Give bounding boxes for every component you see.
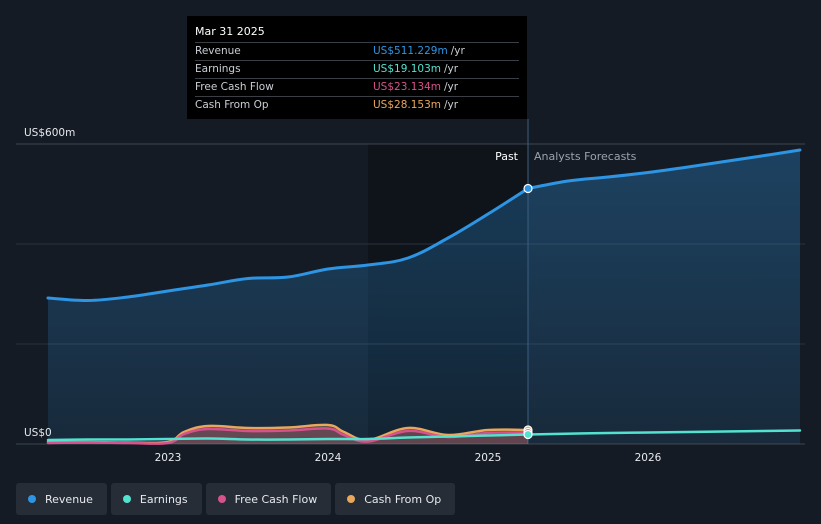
tooltip-date: Mar 31 2025 <box>195 25 265 38</box>
tooltip-value: US$511.229m <box>373 45 448 57</box>
tooltip-unit: /yr <box>444 63 459 75</box>
cash-from-op-area <box>48 424 528 444</box>
tooltip-label: Earnings <box>195 63 241 75</box>
tooltip-value: US$19.103m <box>373 63 441 75</box>
earnings-marker <box>523 429 533 440</box>
tooltip-value: US$28.153m <box>373 99 441 111</box>
forecast-label: Analysts Forecasts <box>534 150 637 163</box>
tooltip-value: US$23.134m <box>373 81 441 93</box>
earnings-forecast-line <box>526 429 802 436</box>
legend-item-earnings[interactable]: Earnings <box>110 483 202 515</box>
legend-dot-icon <box>122 495 131 503</box>
legend-dot-icon <box>217 495 226 503</box>
tooltip-label: Revenue <box>195 45 241 57</box>
tooltip: Mar 31 2025 Revenue US$511.229m /yr Earn… <box>187 16 527 119</box>
tooltip-label: Cash From Op <box>195 99 269 111</box>
legend-label: Earnings <box>139 492 188 506</box>
tooltip-row-cash-from-op: Cash From Op US$28.153m /yr <box>195 96 519 114</box>
free-cash-flow-area <box>48 428 528 444</box>
x-tick-label-2023: 2023 <box>155 452 182 464</box>
legend-item-revenue[interactable]: Revenue <box>16 483 107 515</box>
x-tick-label-2024: 2024 <box>315 452 342 464</box>
tooltip-row-earnings: Earnings US$19.103m /yr <box>195 60 519 78</box>
legend-label: Free Cash Flow <box>234 492 318 506</box>
tooltip-row-revenue: Revenue US$511.229m /yr <box>195 42 519 60</box>
revenue-marker <box>523 183 533 194</box>
y-tick-label-600: US$600m <box>24 127 75 139</box>
past-label: Past <box>495 150 519 163</box>
legend: Revenue Earnings Free Cash Flow Cash Fro… <box>16 483 456 516</box>
y-tick-label-0: US$0 <box>24 427 52 439</box>
tooltip-label: Free Cash Flow <box>195 81 274 93</box>
revenue-line <box>46 187 530 303</box>
legend-dot-icon <box>347 495 356 503</box>
legend-item-cash-from-op[interactable]: Cash From Op <box>335 483 456 515</box>
x-tick-label-2025: 2025 <box>475 452 502 464</box>
revenue-area <box>48 150 800 444</box>
series-lines <box>46 148 802 445</box>
earnings-line <box>46 433 530 442</box>
legend-dot-icon <box>28 495 36 503</box>
free-cash-flow-line <box>46 427 530 445</box>
tooltip-unit: /yr <box>450 45 465 57</box>
legend-label: Cash From Op <box>364 492 442 506</box>
tooltip-unit: /yr <box>444 99 459 111</box>
series-markers <box>523 183 533 440</box>
x-tick-label-2026: 2026 <box>635 452 662 464</box>
tooltip-row-free-cash-flow: Free Cash Flow US$23.134m /yr <box>195 78 519 96</box>
x-axis-ticks: 2023 2024 2025 2026 <box>155 452 662 464</box>
tooltip-unit: /yr <box>444 81 459 93</box>
legend-label: Revenue <box>45 492 93 506</box>
legend-item-free-cash-flow[interactable]: Free Cash Flow <box>205 483 332 515</box>
revenue-forecast-line <box>526 148 802 190</box>
